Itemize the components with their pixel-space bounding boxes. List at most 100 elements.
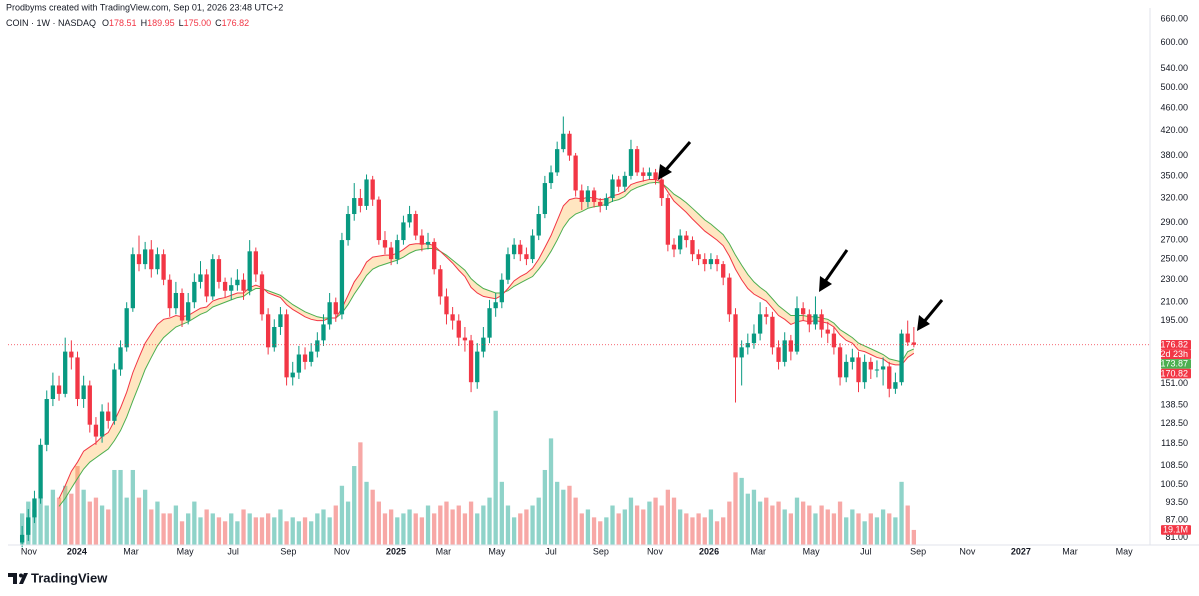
- candle-body: [370, 179, 375, 200]
- x-tick-label: May: [488, 546, 506, 556]
- volume-bar: [585, 509, 591, 545]
- candle-body: [684, 235, 689, 241]
- volume-bar: [801, 501, 806, 545]
- candle-body: [296, 354, 302, 373]
- candle-body: [309, 351, 314, 362]
- volume-bar: [204, 509, 209, 545]
- ohlc-letter: H: [141, 18, 148, 28]
- candle-body: [647, 172, 652, 176]
- candle-body: [573, 155, 578, 191]
- volume-bar: [647, 501, 652, 545]
- volume-bar: [284, 521, 289, 545]
- candle-body: [696, 254, 701, 260]
- volume-bar: [641, 509, 646, 545]
- volume-bar: [690, 517, 695, 545]
- arrow: [819, 249, 849, 292]
- volume-bar: [222, 521, 228, 545]
- volume-tag: 19.1M: [1163, 525, 1188, 535]
- y-tick-label: 100.50: [1160, 479, 1188, 489]
- ohlc-value: 178.51: [109, 18, 137, 28]
- candle-body: [87, 385, 92, 425]
- candle-body: [352, 198, 357, 215]
- volume-bar: [567, 485, 572, 545]
- candle-body: [462, 337, 468, 341]
- volume-bar: [591, 517, 597, 545]
- volume-bar: [167, 513, 172, 545]
- candle-body: [130, 254, 135, 309]
- candle-body: [757, 314, 763, 334]
- volume-bar: [721, 517, 726, 545]
- candle-body: [505, 254, 511, 280]
- volume-bar: [75, 466, 80, 545]
- candle-body: [333, 302, 338, 315]
- volume-bar: [296, 521, 302, 545]
- candle-body: [727, 277, 732, 315]
- candle-body: [321, 324, 326, 341]
- volume-bar: [186, 513, 191, 545]
- x-tick-label: Nov: [21, 546, 38, 556]
- volume-bar: [837, 501, 843, 545]
- volume-bar: [241, 509, 246, 545]
- candle-body: [44, 399, 49, 445]
- candle-body: [511, 244, 517, 255]
- volume-bar: [247, 513, 252, 545]
- candle-body: [315, 340, 320, 352]
- arrow-head: [917, 315, 930, 331]
- volume-bar: [124, 497, 129, 545]
- candle-body: [235, 279, 240, 286]
- volume-bar: [727, 501, 732, 545]
- candle-body: [598, 201, 603, 206]
- volume-bar: [50, 489, 56, 545]
- candle-body: [911, 342, 917, 345]
- volume-bar: [413, 513, 418, 545]
- candle-body: [358, 198, 363, 206]
- x-tick-label: May: [177, 546, 195, 556]
- volume-bar: [401, 513, 406, 545]
- candle-body: [265, 314, 271, 348]
- candle-body: [38, 444, 43, 499]
- y-tick-label: 500.00: [1160, 82, 1188, 92]
- x-tick-label: May: [1116, 546, 1134, 556]
- candle-body: [708, 259, 714, 265]
- volume-bar: [880, 509, 886, 545]
- volume-bar: [407, 509, 412, 545]
- candle-body: [585, 190, 591, 202]
- volume-bar: [450, 509, 455, 545]
- volume-bar: [659, 505, 664, 545]
- volume-bar: [118, 469, 123, 545]
- ma-value-tag-box: [1161, 359, 1191, 369]
- arrow-head: [658, 164, 672, 180]
- candle-body: [26, 517, 31, 535]
- candle-body: [93, 424, 99, 437]
- candle-body: [75, 357, 80, 400]
- candle-body: [794, 308, 800, 352]
- candle-body: [868, 361, 873, 370]
- volume-bar: [874, 517, 880, 545]
- volume-bar: [764, 497, 769, 545]
- arrow-shaft: [662, 141, 692, 173]
- candle-body: [844, 361, 849, 378]
- volume-bar: [93, 497, 99, 545]
- candle-body: [555, 149, 560, 173]
- y-tick-label: 151.00: [1160, 378, 1188, 388]
- candle-body: [813, 314, 818, 325]
- candle-body: [32, 498, 37, 518]
- volume-bar: [604, 517, 609, 545]
- volume-bar: [610, 505, 615, 545]
- volume-bar: [265, 513, 271, 545]
- candle-body: [739, 347, 744, 358]
- y-tick-label: 350.00: [1160, 170, 1188, 180]
- x-tick-label: May: [803, 546, 821, 556]
- candle-body: [272, 326, 277, 348]
- volume-bar: [530, 505, 535, 545]
- y-tick-label: 460.00: [1160, 103, 1188, 113]
- last-price-tag: 176.82: [1160, 339, 1188, 349]
- x-tick-label: 2026: [699, 546, 719, 556]
- x-tick-label: 2027: [1011, 546, 1031, 556]
- volume-bar: [432, 513, 437, 545]
- volume-bar: [634, 505, 640, 545]
- volume-bar: [579, 513, 584, 545]
- candle-body: [99, 411, 105, 437]
- footer-logo: TradingView: [8, 570, 108, 585]
